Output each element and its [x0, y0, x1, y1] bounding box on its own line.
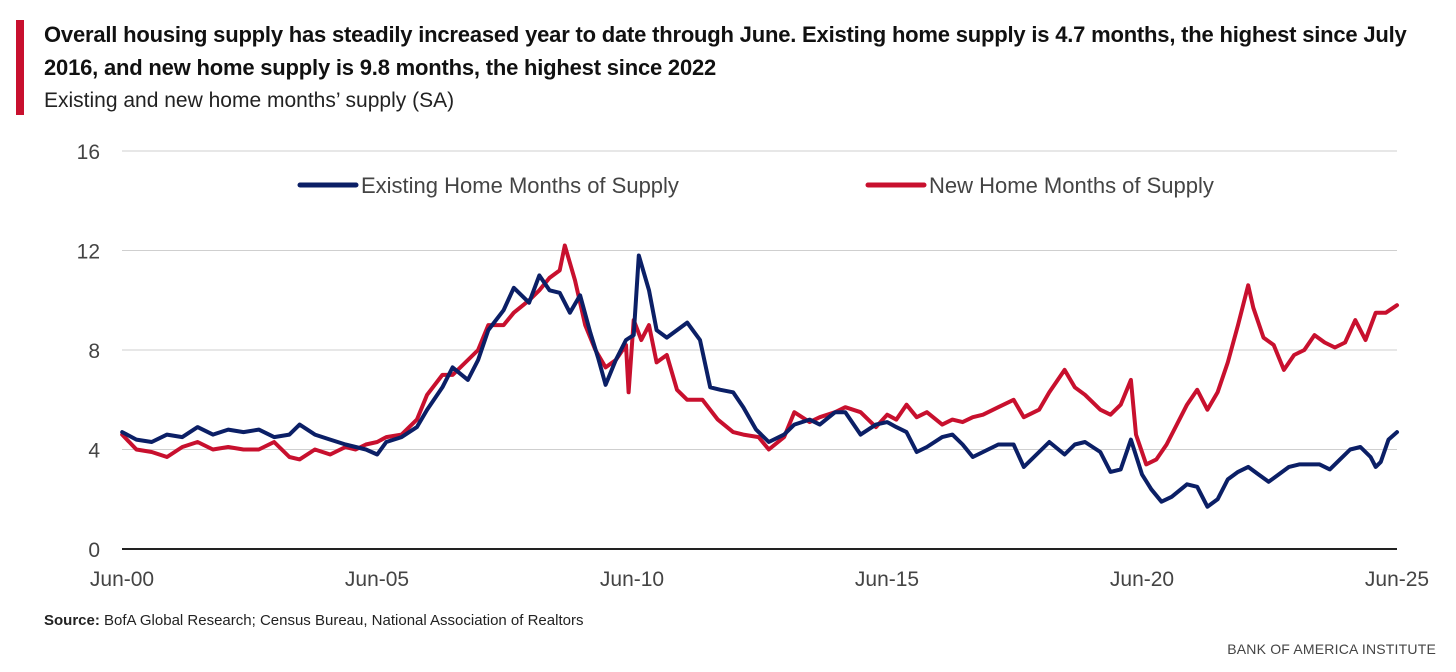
legend-label-existing: Existing Home Months of Supply [361, 173, 679, 198]
brand-label: BANK OF AMERICA INSTITUTE [1227, 641, 1436, 657]
x-tick-label: Jun-05 [345, 568, 409, 591]
chart-title: Overall housing supply has steadily incr… [44, 22, 1407, 80]
source-note: Source: BofA Global Research; Census Bur… [44, 612, 583, 629]
y-tick-label: 8 [88, 340, 100, 363]
chart-subtitle: Existing and new home months’ supply (SA… [44, 89, 455, 112]
y-tick-label: 0 [88, 539, 100, 562]
source-label: Source: [44, 612, 100, 629]
x-tick-label: Jun-25 [1365, 568, 1429, 591]
series-line-new [120, 243, 1399, 467]
source-text: BofA Global Research; Census Bureau, Nat… [99, 612, 584, 629]
y-axis: 0 4 8 12 16 [77, 141, 101, 562]
x-axis: Jun-00 Jun-05 Jun-10 Jun-15 Jun-20 Jun-25 [90, 568, 1429, 591]
y-tick-label: 12 [77, 241, 100, 264]
y-tick-label: 4 [88, 440, 100, 463]
x-tick-label: Jun-10 [600, 568, 664, 591]
x-tick-label: Jun-20 [1110, 568, 1174, 591]
y-tick-label: 16 [77, 141, 100, 164]
x-tick-label: Jun-15 [855, 568, 919, 591]
legend-label-new: New Home Months of Supply [929, 173, 1214, 198]
series-lines [120, 243, 1399, 509]
series-line-existing [120, 253, 1399, 509]
legend: Existing Home Months of Supply New Home M… [297, 173, 1214, 198]
grid-lines [122, 150, 1397, 550]
accent-bar [16, 20, 24, 115]
x-tick-label: Jun-00 [90, 568, 154, 591]
